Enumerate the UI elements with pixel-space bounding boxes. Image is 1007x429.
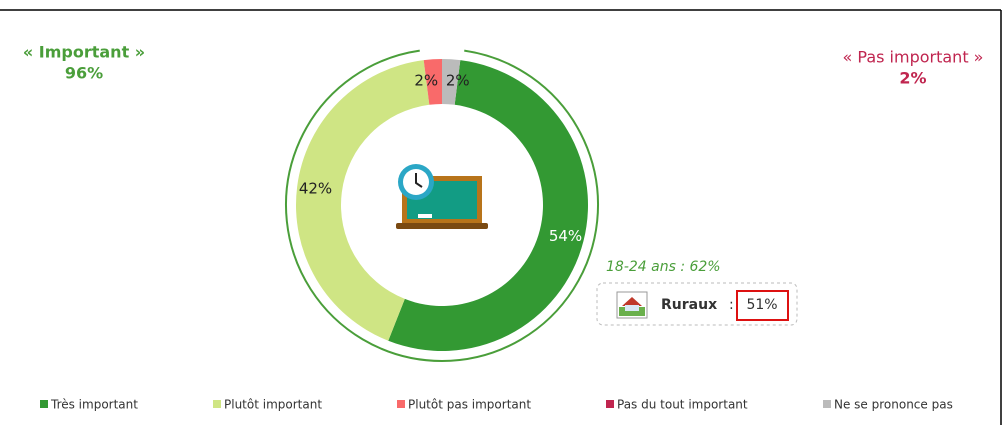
legend-label: Ne se prononce pas bbox=[834, 398, 953, 412]
donut-segment bbox=[296, 60, 430, 341]
center-icon bbox=[396, 164, 488, 229]
legend-swatch bbox=[213, 400, 221, 408]
legend-swatch bbox=[823, 400, 831, 408]
important-arc bbox=[285, 49, 599, 362]
ruraux-icon bbox=[616, 291, 648, 319]
pas-important-value: 2% bbox=[899, 69, 926, 88]
ruraux-value-box bbox=[736, 290, 789, 321]
legend-swatch bbox=[606, 400, 614, 408]
legend-swatch bbox=[40, 400, 48, 408]
legend-label: Plutôt important bbox=[224, 398, 322, 412]
legend-label: Très important bbox=[50, 398, 138, 412]
chalk bbox=[418, 214, 432, 218]
ruraux-label: Ruraux bbox=[661, 297, 717, 313]
icon-roof bbox=[622, 297, 642, 306]
age-note: 18-24 ans : 62% bbox=[606, 259, 721, 275]
legend-label: Pas du tout important bbox=[617, 398, 748, 412]
legend-label: Plutôt pas important bbox=[408, 398, 531, 412]
value-label: 2% bbox=[446, 72, 470, 90]
donut-segment bbox=[442, 59, 461, 105]
donut-segment bbox=[388, 60, 588, 352]
board-ledge bbox=[396, 223, 488, 229]
important-value: 96% bbox=[65, 64, 103, 83]
ruraux-value: 51% bbox=[746, 297, 777, 313]
value-label: 54% bbox=[549, 227, 582, 245]
value-label: 2% bbox=[414, 72, 438, 90]
ruraux-separator: : bbox=[729, 297, 734, 313]
value-label: 42% bbox=[299, 180, 332, 198]
legend-swatch bbox=[397, 400, 405, 408]
icon-field bbox=[619, 307, 645, 316]
legend: Très important Plutôt important Plutôt pas… bbox=[40, 398, 953, 412]
icon-house bbox=[625, 305, 639, 311]
clock-hands bbox=[415, 173, 423, 188]
donut: 54% 42% 2% 2% bbox=[285, 49, 599, 362]
important-title: « Important » bbox=[23, 43, 145, 62]
pas-important-title: « Pas important » bbox=[843, 48, 984, 67]
donut-segment bbox=[423, 59, 442, 105]
